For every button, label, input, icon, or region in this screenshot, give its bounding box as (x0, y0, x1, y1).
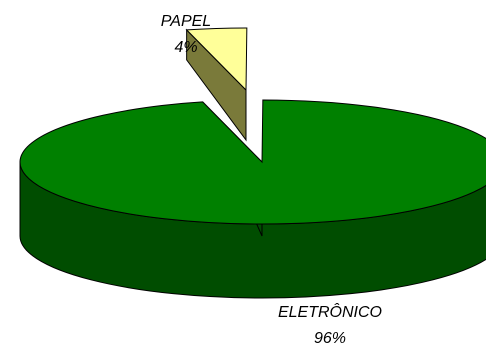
pie-slice-papel (185, 27, 248, 142)
pie-top-eletronico (19, 99, 486, 225)
slice-name-label-papel: PAPEL (161, 13, 211, 30)
slice-percent-label-papel: 4% (174, 39, 197, 56)
slice-percent-label-eletronico: 96% (314, 330, 346, 347)
pie-top-papel (185, 27, 248, 92)
pie-slice-eletronico (19, 99, 486, 299)
slice-name-label-eletronico: ELETRÔNICO (278, 302, 382, 321)
